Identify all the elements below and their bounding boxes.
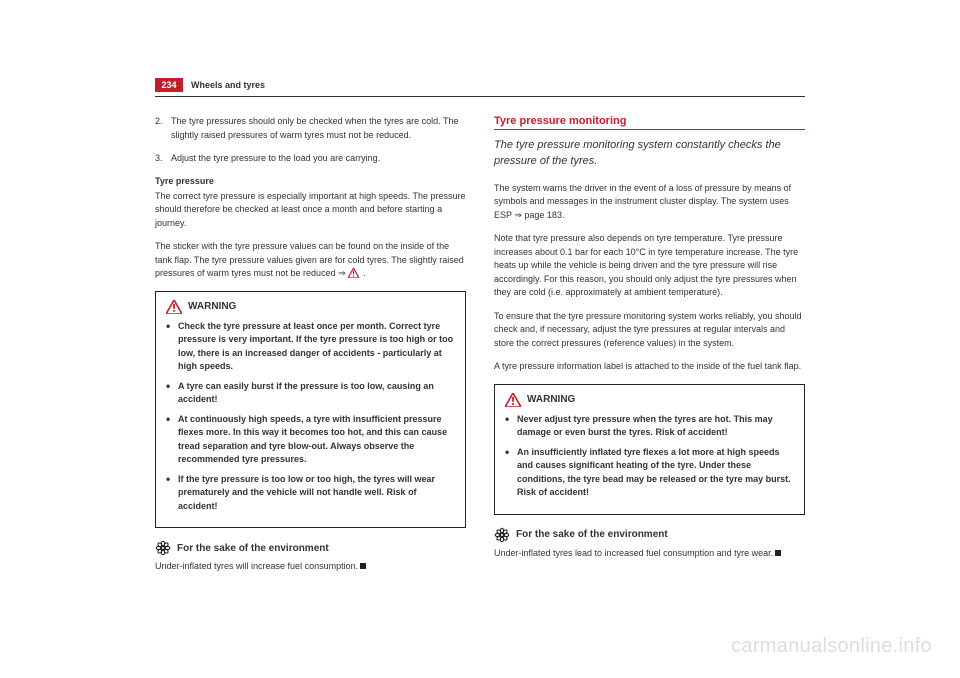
topic-rule — [494, 129, 805, 130]
section-title: Wheels and tyres — [191, 80, 265, 90]
warning-box: WARNING Never adjust tyre pressure when … — [494, 384, 805, 515]
arrow-icon: ⇒ — [514, 210, 522, 220]
warning-triangle-icon — [505, 393, 521, 407]
flower-icon — [494, 527, 510, 543]
warning-item: At continuously high speeds, a tyre with… — [166, 413, 455, 467]
item-text: Adjust the tyre pressure to the load you… — [171, 152, 380, 166]
flower-icon — [155, 540, 171, 556]
columns: 2. The tyre pressures should only be che… — [155, 115, 805, 574]
environment-text: Under-inflated tyres will increase fuel … — [155, 560, 466, 574]
warning-heading: WARNING — [505, 393, 794, 407]
end-block-icon — [775, 550, 781, 556]
paragraph-text: Under-inflated tyres lead to increased f… — [494, 548, 773, 558]
intro-text: The tyre pressure monitoring system cons… — [494, 138, 805, 170]
paragraph: The correct tyre pressure is especially … — [155, 190, 466, 231]
warning-triangle-icon — [166, 300, 182, 314]
paragraph: To ensure that the tyre pressure monitor… — [494, 310, 805, 351]
page-number-badge: 234 — [155, 78, 183, 92]
environment-text: Under-inflated tyres lead to increased f… — [494, 547, 805, 561]
paragraph: A tyre pressure information label is att… — [494, 360, 805, 374]
page-container: 234 Wheels and tyres 2. The tyre pressur… — [155, 78, 805, 574]
page-header: 234 Wheels and tyres — [155, 78, 805, 92]
item-number: 3. — [155, 152, 171, 166]
paragraph: The sticker with the tyre pressure value… — [155, 240, 466, 281]
arrow-icon: ⇒ — [338, 268, 346, 278]
list-item: 3. Adjust the tyre pressure to the load … — [155, 152, 466, 166]
paragraph: The system warns the driver in the event… — [494, 182, 805, 223]
topic-title: Tyre pressure monitoring — [494, 115, 805, 127]
environment-heading: For the sake of the environment — [494, 527, 805, 543]
paragraph: Note that tyre pressure also depends on … — [494, 232, 805, 300]
header-rule — [155, 96, 805, 97]
warning-box: WARNING Check the tyre pressure at least… — [155, 291, 466, 529]
watermark: carmanualsonline.info — [731, 635, 932, 658]
warning-item: A tyre can easily burst if the pressure … — [166, 380, 455, 407]
warning-item: An insufficiently inflated tyre flexes a… — [505, 446, 794, 500]
right-column: Tyre pressure monitoring The tyre pressu… — [494, 115, 805, 574]
warning-item: Never adjust tyre pressure when the tyre… — [505, 413, 794, 440]
subheading: Tyre pressure — [155, 176, 466, 186]
paragraph-text: Under-inflated tyres will increase fuel … — [155, 561, 358, 571]
end-block-icon — [360, 563, 366, 569]
warning-label: WARNING — [527, 394, 575, 405]
environment-title: For the sake of the environment — [516, 529, 668, 540]
paragraph-text: The sticker with the tyre pressure value… — [155, 241, 464, 278]
left-column: 2. The tyre pressures should only be che… — [155, 115, 466, 574]
environment-title: For the sake of the environment — [177, 543, 329, 554]
paragraph-text: page 183. — [522, 210, 565, 220]
warning-triangle-icon — [348, 268, 359, 278]
environment-heading: For the sake of the environment — [155, 540, 466, 556]
item-number: 2. — [155, 115, 171, 142]
warning-item: Check the tyre pressure at least once pe… — [166, 320, 455, 374]
item-text: The tyre pressures should only be checke… — [171, 115, 466, 142]
warning-label: WARNING — [188, 301, 236, 312]
warning-item: If the tyre pressure is too low or too h… — [166, 473, 455, 514]
list-item: 2. The tyre pressures should only be che… — [155, 115, 466, 142]
warning-heading: WARNING — [166, 300, 455, 314]
